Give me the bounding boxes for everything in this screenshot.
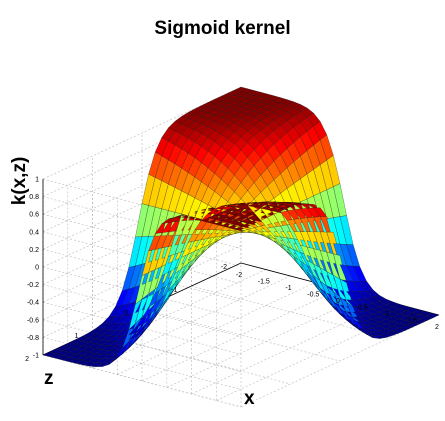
ticks-layer: -2 -1.5 -1 -0.5 0 0.5 1 1.5 2 -2 -1 0 1 2 -1 -0.8 -0.6 -0…	[25, 177, 439, 364]
x-tick-label: -1.5	[258, 279, 270, 286]
z-axis-label: z	[44, 368, 54, 389]
x-axis-label: x	[244, 388, 255, 409]
k-tick-label: 1	[35, 177, 39, 184]
k-tick-label: 0.4	[29, 229, 39, 236]
x-tick-label: 0.5	[358, 305, 368, 312]
k-tick-label: -0.6	[27, 317, 39, 324]
x-tick-label: -0.5	[307, 292, 319, 299]
x-tick-label: -2	[236, 272, 242, 279]
k-tick-label: -0.4	[27, 300, 39, 307]
x-tick-label: 0	[336, 298, 340, 305]
k-tick-label: -0.2	[27, 282, 39, 289]
x-tick-label: 1.5	[407, 318, 417, 325]
grid-line	[166, 295, 365, 388]
x-tick-label: 2	[435, 324, 439, 331]
surface-layer	[42, 86, 440, 367]
k-tick-label: 0.2	[29, 247, 39, 254]
k-tick-label: 0	[35, 265, 39, 272]
k-tick-label: -0.8	[27, 335, 39, 342]
surface-patch	[425, 313, 440, 319]
z-tick-label: 1	[75, 333, 79, 340]
k-tick-label: 0.6	[29, 212, 39, 219]
k-tick-label: -1	[33, 353, 39, 360]
z-tick-label: 0	[124, 310, 128, 317]
z-tick-label: -1	[171, 287, 177, 294]
k-tick-label: 0.8	[29, 194, 39, 201]
chart-title: Sigmoid kernel	[154, 18, 291, 39]
x-tick-label: 1	[386, 311, 390, 318]
z-tick-label: -2	[221, 264, 227, 271]
z-tick-label: 2	[25, 356, 29, 363]
x-tick-label: -1	[285, 285, 291, 292]
